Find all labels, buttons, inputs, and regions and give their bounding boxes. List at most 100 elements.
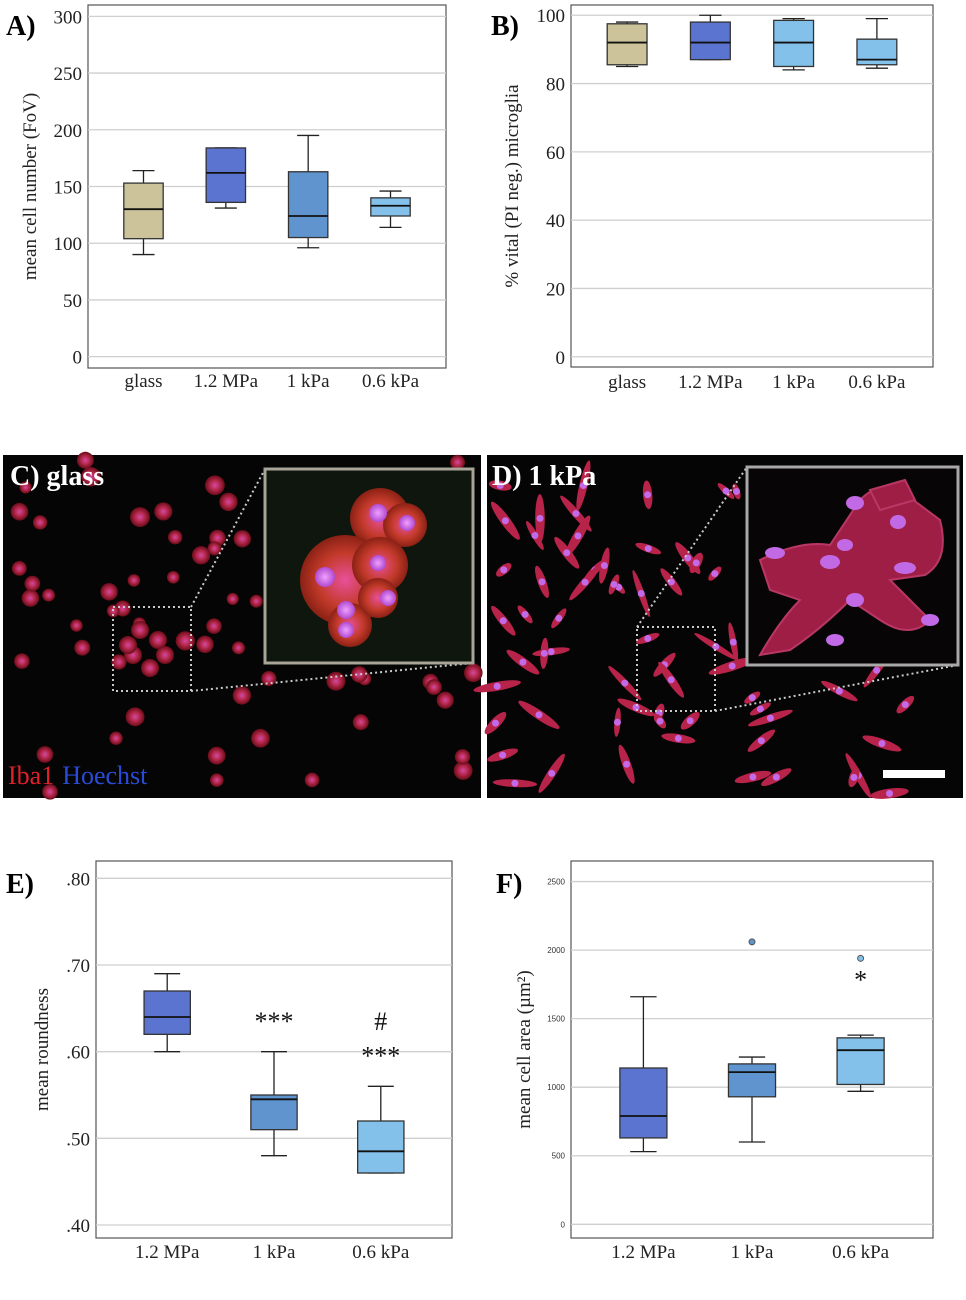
nucleus (684, 554, 692, 562)
cell (70, 619, 83, 632)
cell (653, 652, 676, 677)
y-tick-label: 50 (63, 291, 82, 312)
y-tick-label: 200 (54, 121, 83, 142)
chart-f: 0 500 1000 1500 2000 2500 mean cell area (µm²)… (496, 860, 934, 1263)
y-tick-label: 0 (73, 348, 83, 369)
x-tick-label: 0.6 kPa (352, 1242, 410, 1263)
nucleus (637, 590, 645, 598)
cell (653, 703, 665, 723)
nucleus (878, 739, 886, 747)
cell (42, 588, 56, 602)
cell (569, 564, 601, 601)
box-0-6-kpa (370, 190, 411, 228)
cell (734, 770, 772, 784)
box-1-2-mpa (205, 147, 247, 209)
cell (119, 636, 137, 654)
outlier-point (748, 938, 756, 946)
chart-e: .40 .50 .60 .70 .80 mean roundness E) 1.2 MPa 1 … (6, 860, 453, 1263)
cell (635, 542, 662, 555)
nucleus (766, 714, 774, 722)
cell (130, 507, 150, 528)
x-tick-label: 1.2 MPa (194, 371, 259, 392)
cell (42, 784, 58, 800)
box-iqr (123, 182, 164, 240)
box-1-2-mpa (143, 973, 191, 1053)
nucleus (854, 771, 862, 779)
cell (111, 654, 127, 670)
cell (232, 686, 252, 705)
nucleus (692, 559, 700, 567)
cell (749, 702, 771, 716)
y-axis-title: mean cell number (FoV) (20, 93, 41, 280)
box-1-kpa (773, 18, 815, 71)
cell (744, 691, 761, 704)
zoom-line-d-1 (636, 466, 748, 628)
nucleus (491, 719, 499, 727)
nucleus (667, 578, 675, 586)
cell (821, 680, 858, 702)
x-tick-label: 1.2 MPa (678, 372, 743, 393)
cell (304, 772, 320, 788)
cell (24, 575, 41, 592)
cell (525, 521, 544, 550)
cell (436, 691, 454, 709)
legend-iba1: Iba1 (8, 761, 54, 790)
nucleus (572, 510, 580, 518)
y-tick-label: 0 (561, 1220, 566, 1229)
cell (708, 566, 722, 581)
cell (175, 631, 195, 651)
cell (454, 749, 471, 765)
cell (614, 707, 621, 737)
cell (658, 661, 685, 698)
plot-frame (87, 4, 447, 369)
cell (124, 646, 142, 664)
nucleus (511, 779, 519, 787)
nucleus (499, 751, 507, 759)
nucleus (732, 488, 740, 496)
cell (352, 714, 369, 731)
cell (689, 552, 703, 574)
box-glass (606, 21, 648, 68)
chart-b: 0 20 40 60 80 100 % vital (PI neg.) microglia B… (491, 4, 934, 393)
cell (661, 733, 696, 744)
cell (532, 647, 570, 657)
cell (422, 673, 439, 690)
box-0-6-kpa (856, 18, 898, 69)
nucleus (547, 648, 555, 656)
cell (154, 502, 173, 521)
cell (535, 494, 545, 543)
cell (10, 502, 29, 521)
zoom-line-c-2 (190, 662, 474, 692)
cell (249, 594, 263, 608)
cell (484, 712, 507, 735)
box-iqr (287, 171, 329, 239)
significance-marker: *** (255, 1007, 294, 1036)
y-tick-label: 150 (54, 178, 83, 199)
cell (473, 680, 521, 693)
cell (261, 670, 277, 687)
inset-c-cells (300, 488, 427, 647)
x-tick-label: 0.6 kPa (362, 371, 420, 392)
nucleus (521, 610, 529, 618)
y-axis-title: mean cell area (µm²) (514, 970, 535, 1129)
y-tick-label: .80 (66, 869, 90, 890)
cell (747, 729, 776, 752)
nucleus (835, 687, 843, 695)
plot-frame (570, 4, 934, 368)
cell (453, 761, 473, 780)
nucleus (656, 717, 664, 725)
nucleus (615, 583, 623, 591)
cell (131, 621, 149, 639)
nucleus (728, 662, 736, 670)
cell (426, 679, 442, 695)
cell (14, 653, 30, 669)
nucleus (667, 676, 675, 684)
nucleus (686, 717, 694, 725)
x-tick-label: 1 kPa (253, 1242, 296, 1263)
cell (863, 653, 890, 688)
cell (21, 589, 40, 607)
y-tick-label: 40 (546, 211, 565, 232)
x-tick-label: 1 kPa (287, 371, 330, 392)
box-iqr (836, 1037, 885, 1086)
box-iqr (205, 147, 247, 204)
